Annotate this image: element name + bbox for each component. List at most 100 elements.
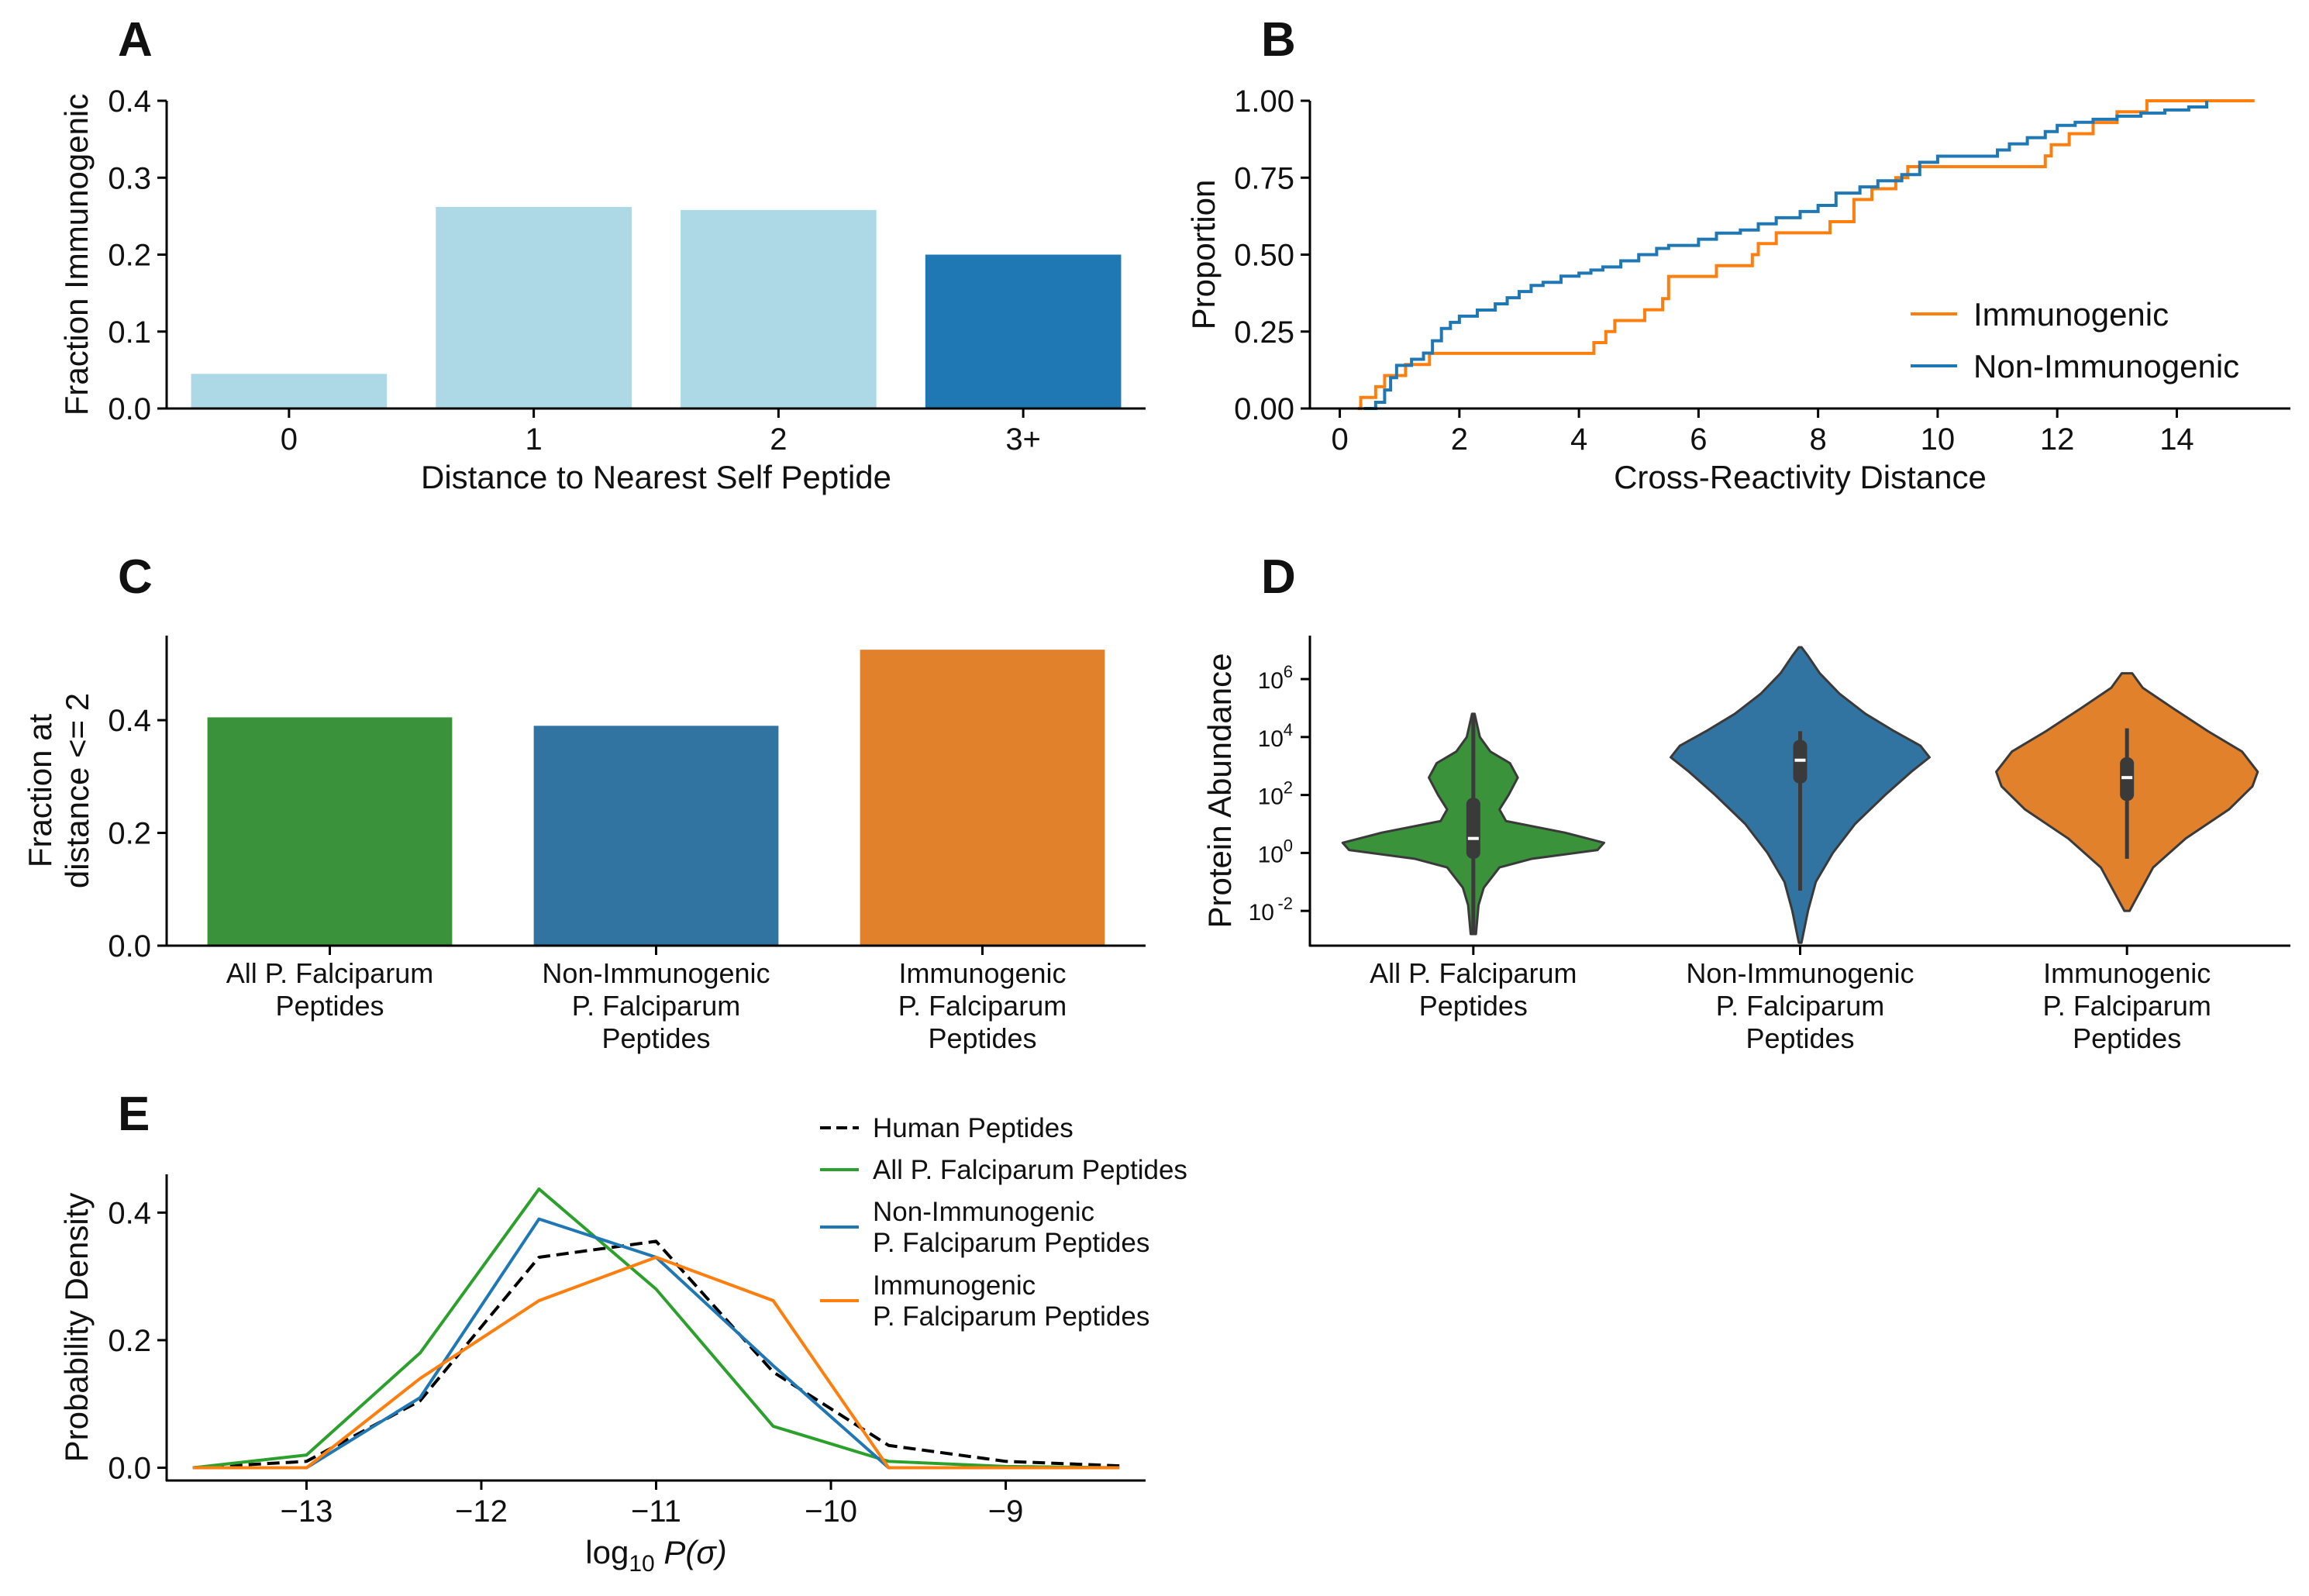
b-ytick-label: 1.00 — [1234, 84, 1294, 119]
b-series-non-immunogenic — [1363, 101, 2209, 410]
b-ytick-label: 0.50 — [1234, 239, 1294, 273]
b-legend-label-immunogenic: Immunogenic — [1973, 296, 2169, 333]
a-ytick-label: 0.4 — [108, 84, 151, 119]
panel-letter-c: C — [118, 550, 153, 604]
b-legend-label-non-immunogenic: Non-Immunogenic — [1973, 348, 2239, 384]
d-ytick-label: 10 — [1258, 726, 1284, 752]
panel-a: A 0 1 2 3+ 0.0 0.1 0.2 0.3 0.4 Distance to Nearest… — [58, 13, 1146, 495]
e-xlabel-rest: P(σ) — [655, 1534, 727, 1570]
b-xtick-label: 12 — [2040, 422, 2075, 457]
c-ytick-label: 0.0 — [108, 929, 151, 963]
b-xtick-label: 4 — [1570, 422, 1587, 457]
e-legend-label-2: P. Falciparum Peptides — [873, 1228, 1149, 1258]
c-xtick-label-1-line-2: Peptides — [601, 1022, 710, 1054]
e-ytick-label: 0.0 — [108, 1452, 151, 1486]
a-ytick-label: 0.3 — [108, 161, 151, 195]
c-ylabel-line-0: Fraction at — [22, 713, 58, 867]
e-legend-label-3: Immunogenic — [873, 1270, 1036, 1301]
e-xtick-label: −9 — [988, 1494, 1024, 1529]
d-ytick-exponent: -2 — [1277, 894, 1293, 913]
b-ytick-label: 0.00 — [1234, 392, 1294, 426]
e-ytick-label: 0.2 — [108, 1324, 151, 1358]
b-xtick-label: 14 — [2159, 422, 2194, 457]
d-ytick-exponent: 6 — [1284, 662, 1293, 681]
b-xtick-label: 6 — [1690, 422, 1707, 457]
d-xtick-label-1-line-0: Non-Immunogenic — [1686, 957, 1914, 989]
a-ylabel: Fraction Immunogenic — [58, 94, 95, 416]
e-xtick-label: −12 — [455, 1494, 508, 1529]
panel-b: B 0.00 0.25 0.50 0.75 1.00 0 2 4 6 8 10 12 14 Cross-Re… — [1185, 13, 2290, 495]
a-xtick-label: 2 — [770, 422, 787, 457]
e-legend-label-1: All P. Falciparum Peptides — [873, 1155, 1187, 1185]
c-xtick-label-0-line-0: All P. Falciparum — [226, 957, 433, 989]
d-ytick-label: 10 — [1258, 842, 1284, 867]
panel-letter-e: E — [118, 1088, 150, 1141]
bar-a-1 — [436, 206, 632, 408]
d-ylabel: Protein Abundance — [1201, 653, 1238, 929]
a-xtick-label: 3+ — [1005, 422, 1041, 457]
e-series-1 — [192, 1187, 1120, 1470]
panel-letter-b: B — [1261, 13, 1296, 67]
b-xtick-label: 2 — [1451, 422, 1468, 457]
d-ytick-label: 10 — [1258, 784, 1284, 810]
d-xtick-label-2-line-1: P. Falciparum — [2042, 990, 2211, 1022]
d-xtick-label-2-line-0: Immunogenic — [2043, 957, 2211, 989]
e-xlabel: log10 P(σ) — [585, 1534, 726, 1577]
c-xtick-label-2-line-1: P. Falciparum — [898, 990, 1067, 1022]
c-ylabel-line-1: distance <= 2 — [59, 693, 95, 888]
a-ytick-label: 0.0 — [108, 392, 151, 426]
c-xtick-label-2-line-2: Peptides — [928, 1022, 1036, 1054]
b-ylabel: Proportion — [1185, 180, 1222, 330]
e-ylabel: Probability Density — [58, 1193, 95, 1463]
a-xtick-label: 1 — [526, 422, 543, 457]
d-xtick-label-1-line-1: P. Falciparum — [1716, 990, 1884, 1022]
e-xtick-label: −10 — [805, 1494, 857, 1529]
bar-a-2 — [681, 209, 877, 408]
e-series-0 — [192, 1239, 1120, 1470]
b-xtick-label: 10 — [1921, 422, 1956, 457]
d-ytick-label: 10 — [1249, 900, 1274, 926]
b-ytick-label: 0.25 — [1234, 315, 1294, 350]
e-ytick-label: 0.4 — [108, 1196, 151, 1230]
e-xtick-label: −13 — [280, 1494, 333, 1529]
d-ytick-exponent: 2 — [1284, 778, 1293, 798]
panel-letter-a: A — [118, 13, 153, 67]
d-xtick-label-1-line-2: Peptides — [1746, 1022, 1854, 1054]
e-xtick-label: −11 — [631, 1494, 681, 1529]
e-legend-label-0: Human Peptides — [873, 1113, 1074, 1143]
panel-letter-d: D — [1261, 550, 1296, 604]
c-ytick-label: 0.4 — [108, 704, 151, 738]
e-legend-label-3: P. Falciparum Peptides — [873, 1301, 1149, 1332]
b-xtick-label: 8 — [1810, 422, 1827, 457]
c-xtick-label-2-line-0: Immunogenic — [898, 957, 1066, 989]
d-iqr-box-0 — [1466, 798, 1480, 859]
d-ytick-label: 10 — [1258, 668, 1284, 694]
e-xlabel-log: log — [585, 1534, 629, 1570]
a-ytick-label: 0.1 — [108, 315, 151, 350]
bar-a-3+ — [925, 254, 1122, 408]
bar-c-0 — [207, 717, 453, 946]
e-xlabel-sub: 10 — [629, 1551, 654, 1577]
b-series-immunogenic — [1357, 99, 2255, 410]
bar-c-2 — [860, 650, 1105, 946]
a-ytick-label: 0.2 — [108, 239, 151, 273]
c-ytick-label: 0.2 — [108, 817, 151, 851]
b-ytick-label: 0.75 — [1234, 161, 1294, 195]
d-xtick-label-0-line-0: All P. Falciparum — [1370, 957, 1577, 989]
bar-c-1 — [533, 726, 779, 946]
bar-a-0 — [191, 374, 388, 408]
e-series-3 — [192, 1255, 1120, 1470]
a-xtick-label: 0 — [281, 422, 298, 457]
c-xtick-label-1-line-1: P. Falciparum — [572, 990, 740, 1022]
c-xtick-label-0-line-1: Peptides — [275, 990, 384, 1022]
d-ytick-exponent: 4 — [1284, 720, 1293, 739]
panel-e: E 0.0 0.2 0.4 −13 −12 −11 −10 −9 log10 P(σ) Probab… — [58, 1088, 1187, 1577]
e-legend-label-2: Non-Immunogenic — [873, 1197, 1094, 1227]
b-xtick-label: 0 — [1331, 422, 1348, 457]
c-xtick-label-1-line-0: Non-Immunogenic — [542, 957, 770, 989]
d-xtick-label-0-line-1: Peptides — [1419, 990, 1528, 1022]
a-xlabel: Distance to Nearest Self Peptide — [421, 459, 891, 495]
